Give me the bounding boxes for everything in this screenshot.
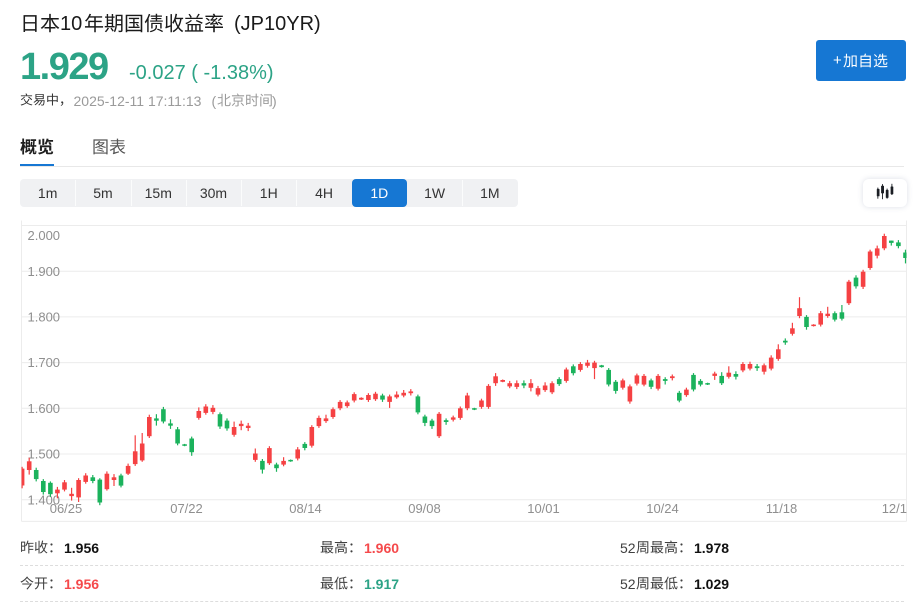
svg-text:07/22: 07/22 — [170, 501, 203, 516]
svg-text:11/18: 11/18 — [766, 501, 798, 516]
svg-text:1.400: 1.400 — [28, 492, 61, 507]
svg-text:09/08: 09/08 — [408, 501, 441, 516]
svg-text:08/14: 08/14 — [289, 501, 322, 516]
svg-text:1.800: 1.800 — [28, 310, 61, 325]
svg-text:1.700: 1.700 — [28, 355, 61, 370]
svg-text:06/25: 06/25 — [50, 501, 83, 516]
svg-text:10/01: 10/01 — [527, 501, 560, 516]
svg-text:12/1: 12/1 — [882, 501, 907, 516]
svg-text:1.900: 1.900 — [28, 264, 61, 279]
svg-text:10/24: 10/24 — [646, 501, 679, 516]
svg-text:2.000: 2.000 — [28, 228, 61, 243]
svg-text:1.500: 1.500 — [28, 447, 61, 462]
svg-text:1.600: 1.600 — [28, 401, 61, 416]
